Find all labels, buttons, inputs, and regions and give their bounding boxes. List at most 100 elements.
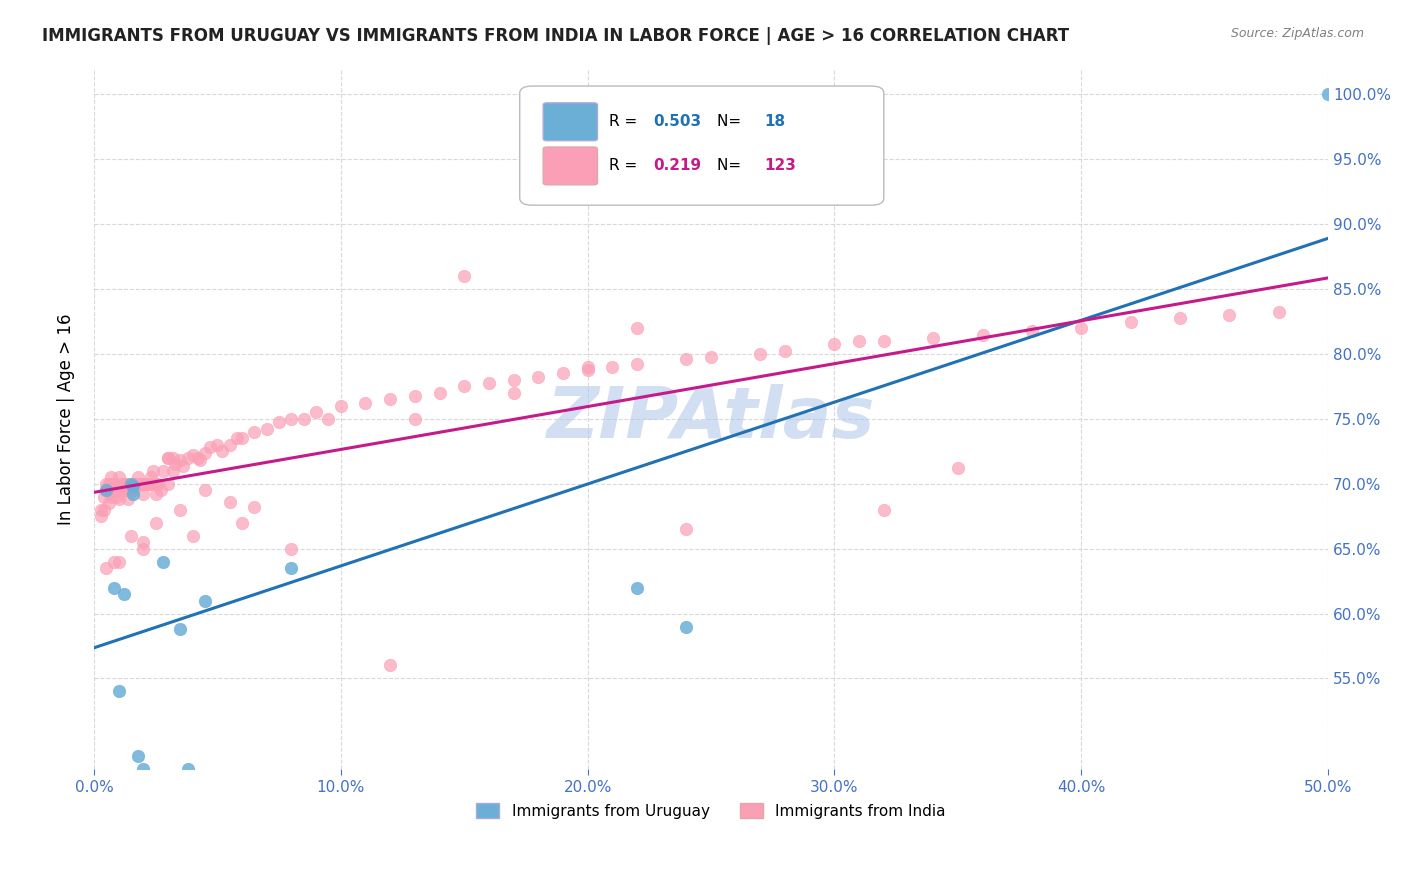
Point (181, 448, 204, 462)
Point (112, 483, 135, 498)
Point (120, 476, 142, 491)
Point (211, 444, 233, 458)
Point (122, 487, 145, 501)
Point (576, 362, 599, 376)
Point (527, 370, 550, 384)
Point (194, 483, 217, 498)
Point (1317, 87, 1340, 102)
Point (1021, 324, 1043, 338)
Point (280, 561, 302, 575)
FancyBboxPatch shape (543, 103, 598, 141)
Point (112, 476, 135, 491)
Point (122, 479, 145, 493)
Point (100, 483, 122, 498)
Text: 0.503: 0.503 (652, 114, 702, 129)
Point (873, 334, 896, 348)
Point (576, 359, 599, 374)
FancyBboxPatch shape (543, 147, 598, 185)
Point (172, 458, 194, 473)
Point (1218, 308, 1240, 322)
Point (96, 561, 118, 575)
Point (107, 483, 129, 498)
Point (97, 479, 120, 493)
Text: 0.219: 0.219 (652, 159, 702, 173)
Point (700, 350, 723, 364)
Point (318, 412, 340, 426)
Point (156, 450, 179, 465)
Point (675, 352, 697, 367)
Point (146, 476, 169, 491)
Point (112, 587, 135, 601)
Point (218, 495, 240, 509)
Point (132, 535, 155, 549)
Point (198, 441, 221, 455)
Point (145, 772, 167, 787)
Point (773, 344, 796, 359)
Point (429, 386, 451, 401)
Point (502, 373, 524, 387)
Point (125, 476, 148, 491)
Y-axis label: In Labor Force | Age > 16: In Labor Force | Age > 16 (58, 313, 75, 524)
Point (139, 476, 162, 491)
Point (115, 483, 138, 498)
Point (922, 331, 945, 345)
Point (1268, 305, 1291, 319)
Point (873, 502, 896, 516)
Point (188, 453, 211, 467)
Point (97, 496, 120, 510)
Point (152, 464, 174, 478)
Point (1168, 310, 1191, 325)
Point (626, 358, 648, 372)
Point (145, 476, 167, 491)
Point (132, 762, 155, 776)
Point (117, 492, 139, 507)
Point (231, 516, 253, 530)
Point (105, 490, 128, 504)
Point (156, 476, 179, 491)
Point (207, 438, 229, 452)
Point (132, 487, 155, 501)
Point (93, 490, 115, 504)
Point (145, 487, 167, 501)
Point (177, 450, 200, 465)
Point (127, 749, 149, 764)
Point (972, 327, 994, 342)
Point (120, 476, 142, 491)
Point (103, 581, 125, 595)
Point (453, 269, 475, 284)
Point (145, 516, 167, 530)
Text: 123: 123 (763, 159, 796, 173)
Point (243, 500, 266, 515)
Text: Source: ZipAtlas.com: Source: ZipAtlas.com (1230, 27, 1364, 40)
Point (231, 431, 253, 445)
Point (848, 334, 870, 348)
Point (169, 502, 191, 516)
Point (267, 415, 290, 429)
Point (187, 450, 209, 465)
Point (129, 476, 152, 491)
Point (122, 483, 145, 498)
Point (136, 476, 159, 491)
Point (149, 483, 172, 498)
Point (107, 555, 129, 569)
Point (100, 470, 122, 484)
Point (107, 492, 129, 507)
Point (626, 581, 648, 595)
Point (96, 483, 118, 498)
Point (749, 347, 772, 361)
Point (243, 425, 266, 439)
Point (97, 476, 120, 491)
Point (110, 483, 132, 498)
Point (551, 367, 574, 381)
Point (162, 464, 184, 478)
Point (96, 476, 118, 491)
Point (142, 464, 165, 478)
Point (156, 450, 179, 465)
Point (162, 450, 184, 465)
Point (127, 476, 149, 491)
Point (378, 658, 401, 673)
Point (117, 476, 139, 491)
Point (90, 502, 112, 516)
Point (93, 502, 115, 516)
Point (169, 453, 191, 467)
